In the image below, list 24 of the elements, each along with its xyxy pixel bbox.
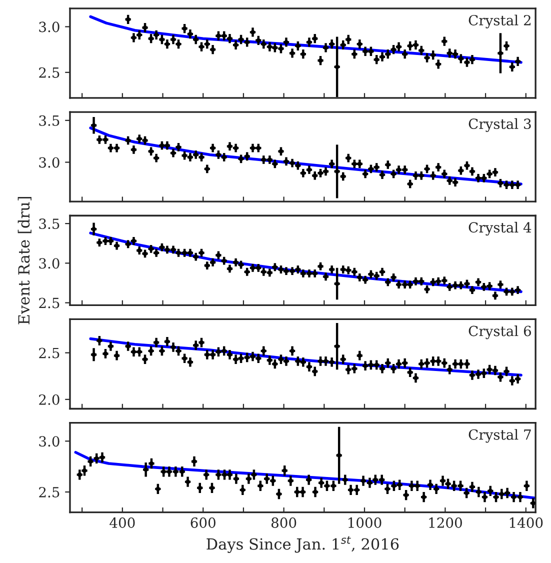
annotation: Crystal 2 <box>468 14 530 28</box>
x-tick-label: 600 <box>190 517 216 528</box>
y-tick-label: 2.5 <box>39 486 60 498</box>
annotation: Crystal 3 <box>468 118 531 132</box>
x-axis-title: Days Since Jan. 1$^{st}$, 2016 <box>206 536 399 553</box>
x-tick-label: 400 <box>110 517 135 528</box>
y-tick-label: 3.0 <box>39 436 60 447</box>
y-tick-label: 3.0 <box>39 157 60 168</box>
annotation: Crystal 6 <box>468 325 531 340</box>
annotation: Crystal 4 <box>468 222 532 236</box>
y-tick-label: 2.5 <box>39 67 60 78</box>
y-tick-label: 2.0 <box>39 394 60 405</box>
y-tick-label: 2.5 <box>39 348 60 358</box>
y-tick-label: 2.5 <box>39 298 60 308</box>
x-tick-label: 1200 <box>429 517 462 528</box>
y-tick-label: 3.0 <box>39 258 60 269</box>
x-tick-label: 1000 <box>348 517 382 528</box>
x-tick-label: 800 <box>271 517 296 528</box>
y-axis-title: Event Rate [dru] <box>18 196 32 324</box>
y-tick-label: 3.5 <box>39 115 60 126</box>
y-tick-label: 3.5 <box>39 218 60 230</box>
y-tick-label: 3.0 <box>39 22 60 32</box>
x-tick-label: 1400 <box>510 517 543 528</box>
annotation: Crystal 7 <box>468 429 531 443</box>
